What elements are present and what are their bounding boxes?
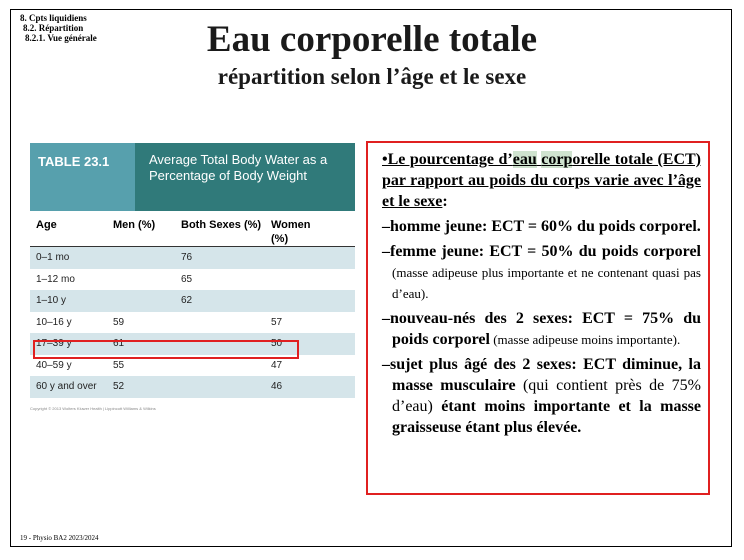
table-column-headers: Age Men (%) Both Sexes (%) Women (%) <box>30 211 355 247</box>
cell-age: 40–59 y <box>36 359 72 371</box>
slide-title: Eau corporelle totale <box>206 19 538 60</box>
intro-highlight-2: corp <box>541 151 573 168</box>
item-newborn-note: (masse adipeuse moins importante). <box>489 332 681 347</box>
item-newborn: –nouveau-nés des 2 sexes: ECT = 75% du p… <box>382 308 701 350</box>
item-young-woman-bold: –femme jeune: ECT = 50% du poids corpore… <box>382 243 701 260</box>
cell-age: 10–16 y <box>36 316 72 328</box>
table-caption: Average Total Body Water as a Percentage… <box>135 143 355 211</box>
item-elderly: –sujet plus âgé des 2 sexes: ECT diminue… <box>382 354 701 438</box>
table-row: 1–10 y 62 <box>30 290 355 312</box>
cell-age: 1–10 y <box>36 295 67 307</box>
cell-women: 57 <box>271 316 283 328</box>
item-newborn-bold: –nouveau-nés des 2 sexes: ECT = 75% du p… <box>382 310 701 348</box>
slide-footer: 19 - Physio BA2 2023/2024 <box>20 534 99 542</box>
table-row: 60 y and over 52 46 <box>30 376 355 398</box>
table-number: TABLE 23.1 <box>30 143 135 211</box>
column-header-both: Both Sexes (%) <box>181 219 262 231</box>
cell-age: 17–39 y <box>36 338 72 350</box>
item-elderly-bold-1: –sujet plus âgé des 2 sexes: ECT diminue… <box>382 356 701 394</box>
cell-both: 76 <box>181 252 193 264</box>
cell-both: 62 <box>181 295 193 307</box>
item-elderly-note: (qui contient près de 75% d’eau) <box>392 377 702 415</box>
table-row: 1–12 mo 65 <box>30 269 355 291</box>
breadcrumb: 8. Cpts liquidiens 8.2. Répartition 8.2.… <box>20 13 97 43</box>
cell-women: 46 <box>271 381 283 393</box>
item-young-man-text: –homme jeune: ECT = 60% du poids corpore… <box>382 218 701 235</box>
breadcrumb-level-2: 8.2. Répartition <box>23 23 84 33</box>
breadcrumb-level-1: 8. Cpts liquidiens <box>20 13 87 23</box>
cell-men: 52 <box>113 381 125 393</box>
item-young-man: –homme jeune: ECT = 60% du poids corpore… <box>382 216 701 237</box>
intro-text-a: •Le pourcentage d’ <box>382 151 513 168</box>
cell-men: 61 <box>113 338 125 350</box>
item-elderly-bold-2: étant moins importante et la masse grais… <box>392 398 701 436</box>
table-row: 17–39 y 61 50 <box>30 333 355 355</box>
cell-women: 50 <box>271 338 283 350</box>
cell-men: 59 <box>113 316 125 328</box>
cell-age: 0–1 mo <box>36 252 70 264</box>
cell-age: 1–12 mo <box>36 273 75 285</box>
table-row: 0–1 mo 76 <box>30 247 355 269</box>
table-row: 10–16 y 59 57 <box>30 312 355 334</box>
body-water-table: TABLE 23.1 Average Total Body Water as a… <box>30 143 355 411</box>
table-header-banner: TABLE 23.1 Average Total Body Water as a… <box>30 143 355 211</box>
slide-frame <box>10 9 732 547</box>
table-row: 40–59 y 55 47 <box>30 355 355 377</box>
item-young-woman-note: (masse adipeuse plus importante et ne co… <box>392 265 701 301</box>
explanation-box: •Le pourcentage d’eau corporelle totale … <box>366 141 710 495</box>
intro-paragraph: •Le pourcentage d’eau corporelle totale … <box>382 149 701 212</box>
cell-age: 60 y and over <box>36 381 97 393</box>
table-body: 0–1 mo 76 1–12 mo 65 1–10 y 62 10–16 y 59 57 17–3… <box>30 247 355 398</box>
table-copyright: Copyright © 2013 Wolters Kluwer Health |… <box>30 406 156 411</box>
cell-women: 47 <box>271 359 283 371</box>
item-young-woman: –femme jeune: ECT = 50% du poids corpore… <box>382 241 701 304</box>
slide-subtitle: répartition selon l’âge et le sexe <box>217 64 527 89</box>
intro-colon: : <box>442 193 448 210</box>
intro-text-c: orelle totale (ECT) par rapport au poids… <box>382 151 701 210</box>
highlight-box <box>33 340 299 359</box>
column-header-men: Men (%) <box>113 219 156 231</box>
breadcrumb-level-3: 8.2.1. Vue générale <box>25 33 97 43</box>
intro-highlight-1: eau <box>512 151 537 168</box>
column-header-age: Age <box>36 219 57 231</box>
cell-both: 65 <box>181 273 193 285</box>
cell-men: 55 <box>113 359 125 371</box>
column-header-women: Women (%) <box>271 219 311 245</box>
